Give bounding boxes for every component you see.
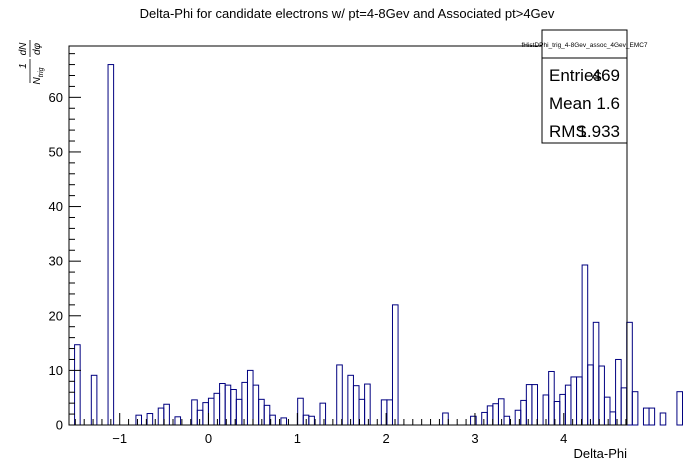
stats-box: fHistDPhi_trig_4-8Gev_assoc_4Gev_EMC7 En… (521, 29, 648, 144)
y-tick-label: 50 (49, 144, 63, 159)
x-tick-label: 3 (471, 431, 478, 446)
y-label-num2: dN (18, 42, 29, 56)
y-label-den1: N (32, 76, 43, 84)
svg-text:dφ: dφ (32, 42, 43, 55)
y-label-num1: 1 (18, 63, 29, 69)
histogram-bar (659, 412, 667, 426)
x-tick-label: −1 (112, 431, 127, 446)
chart-title: Delta-Phi for candidate electrons w/ pt=… (140, 6, 555, 21)
y-tick-label: 0 (56, 418, 63, 433)
stats-rms-label: RMS (549, 122, 587, 141)
stats-rms-value: 1.933 (577, 122, 620, 141)
svg-text:1: 1 (18, 63, 29, 69)
stats-box-frame (541, 29, 628, 144)
y-tick-label: 60 (49, 90, 63, 105)
y-axis-ticks: 0 10 20 30 40 50 60 (49, 53, 81, 433)
stats-entries-value: 469 (592, 66, 620, 85)
x-tick-label: 0 (205, 431, 212, 446)
histogram-bar (631, 391, 639, 426)
x-tick-label: 4 (560, 431, 567, 446)
y-label-den1-sub: trig (38, 67, 45, 77)
y-tick-label: 10 (49, 363, 63, 378)
plot-frame (68, 45, 628, 426)
x-axis-ticks: −1 0 1 2 3 4 (74, 413, 627, 446)
stats-histogram-name: fHistDPhi_trig_4-8Gev_assoc_4Gev_EMC7 (521, 42, 647, 49)
histogram-bar (642, 407, 650, 426)
x-tick-label: 1 (294, 431, 301, 446)
y-tick-label: 40 (49, 199, 63, 214)
y-tick-label: 30 (49, 254, 63, 269)
plot-area (69, 46, 627, 425)
y-label-den2: dφ (32, 42, 43, 55)
histogram-bar (676, 391, 684, 426)
x-tick-label: 2 (383, 431, 390, 446)
stats-mean-label: Mean (549, 94, 592, 113)
x-axis-label: Delta-Phi (574, 446, 628, 461)
y-tick-label: 20 (49, 308, 63, 323)
y-axis-label: 1 Ntrig dN dφ (18, 40, 45, 84)
histogram-bar (648, 407, 656, 426)
svg-text:Ntrig: Ntrig (32, 67, 45, 84)
histogram-bar (626, 321, 633, 426)
stats-entries-label: Entries (549, 66, 602, 85)
stats-mean-value: 1.6 (596, 94, 620, 113)
svg-text:dN: dN (18, 42, 29, 56)
